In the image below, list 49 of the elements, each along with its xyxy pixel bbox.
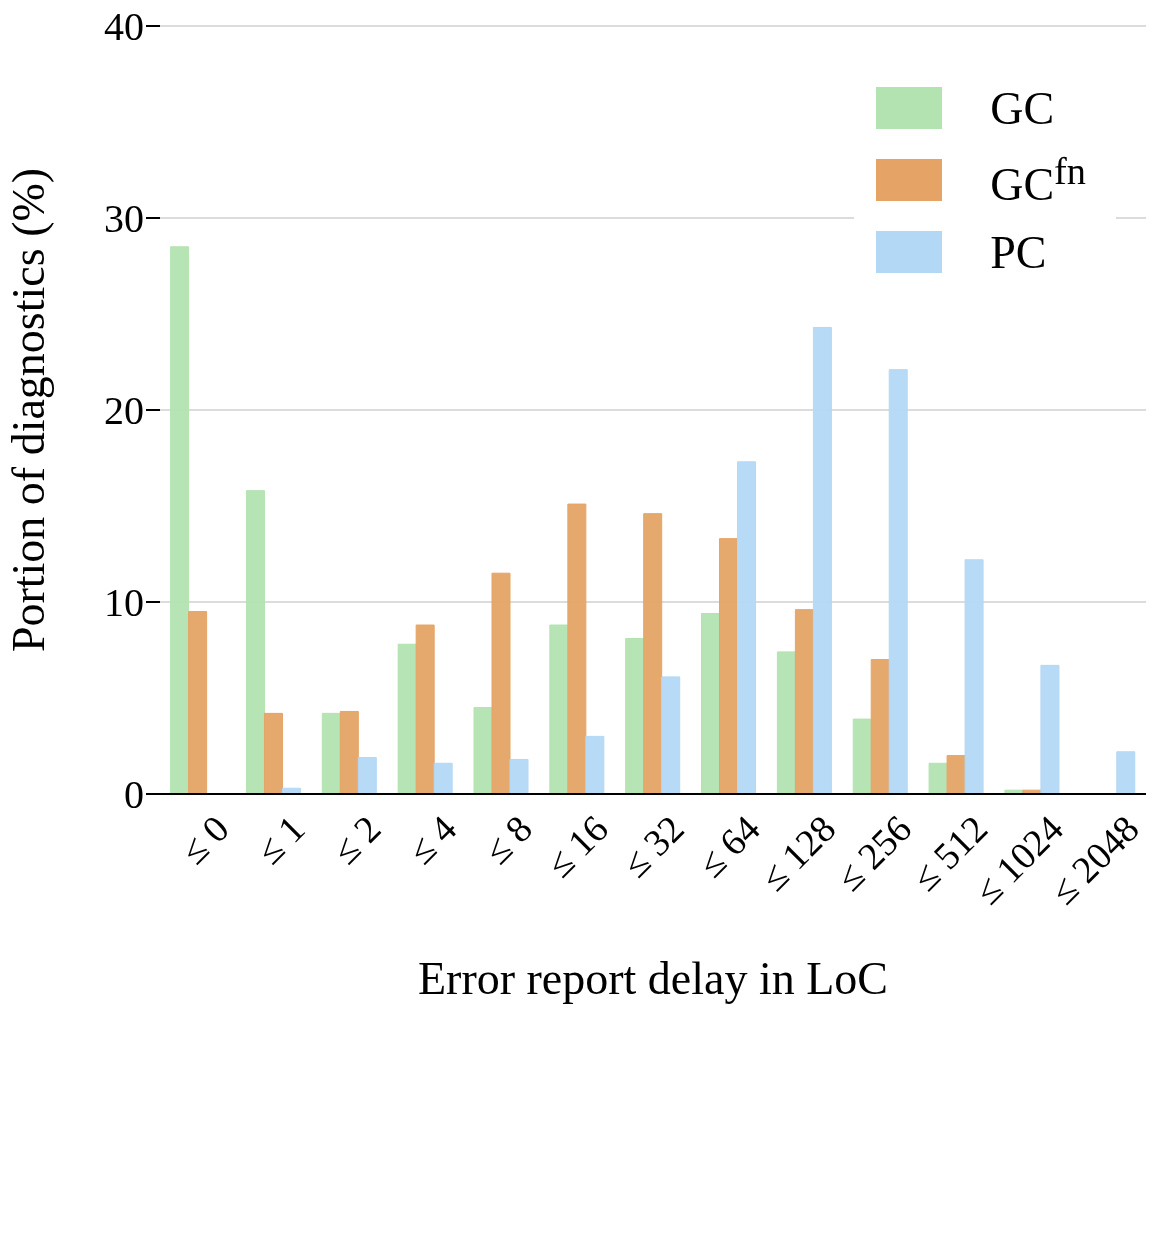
bar — [339, 710, 359, 794]
y-tick-label: 0 — [124, 772, 144, 818]
bar — [433, 762, 453, 794]
bar — [567, 503, 587, 794]
bar — [776, 651, 796, 794]
bar — [321, 712, 341, 794]
bar — [625, 637, 645, 794]
legend-label: PC — [990, 225, 1047, 279]
bar — [263, 712, 283, 794]
legend-label: GC$^{fn}$ — [990, 148, 1086, 212]
x-tick-label: ≤ 4 — [399, 807, 465, 872]
bar — [415, 624, 435, 794]
y-tick-label: 30 — [104, 196, 144, 242]
y-tick-label: 40 — [104, 4, 144, 50]
bar — [794, 609, 814, 794]
bar — [701, 613, 721, 794]
bar — [964, 559, 984, 794]
bar — [491, 572, 511, 794]
bar — [812, 326, 832, 794]
x-axis-title: Error report delay in LoC — [417, 953, 889, 1004]
bar — [928, 762, 948, 794]
bar — [643, 513, 663, 794]
bar — [719, 538, 739, 794]
x-tick-label: ≤ 2 — [323, 807, 389, 872]
bar — [737, 461, 757, 794]
bar — [888, 369, 908, 794]
bar — [473, 707, 493, 794]
bar — [245, 490, 265, 794]
y-tick-label: 20 — [104, 388, 144, 434]
bar — [509, 758, 529, 794]
bar — [170, 246, 190, 794]
bar — [585, 735, 605, 794]
y-tick-label: 10 — [104, 580, 144, 626]
x-tick-label: ≤ 8 — [475, 807, 541, 872]
bar — [852, 718, 872, 794]
y-axis-title: Portion of diagnostics (%) — [3, 167, 55, 653]
bar — [549, 624, 569, 794]
x-tick-label: ≤ 1 — [248, 807, 313, 872]
bar — [397, 643, 417, 794]
bar — [946, 755, 966, 794]
bar — [661, 676, 681, 794]
legend-label: GC — [990, 81, 1055, 135]
bar — [188, 611, 208, 794]
bar — [357, 757, 377, 794]
x-tick-label: ≤ 0 — [172, 807, 237, 872]
bar — [870, 659, 890, 794]
bar — [1040, 664, 1060, 794]
bar — [1116, 751, 1136, 794]
x-tick-label: ≤ 64 — [689, 807, 768, 886]
